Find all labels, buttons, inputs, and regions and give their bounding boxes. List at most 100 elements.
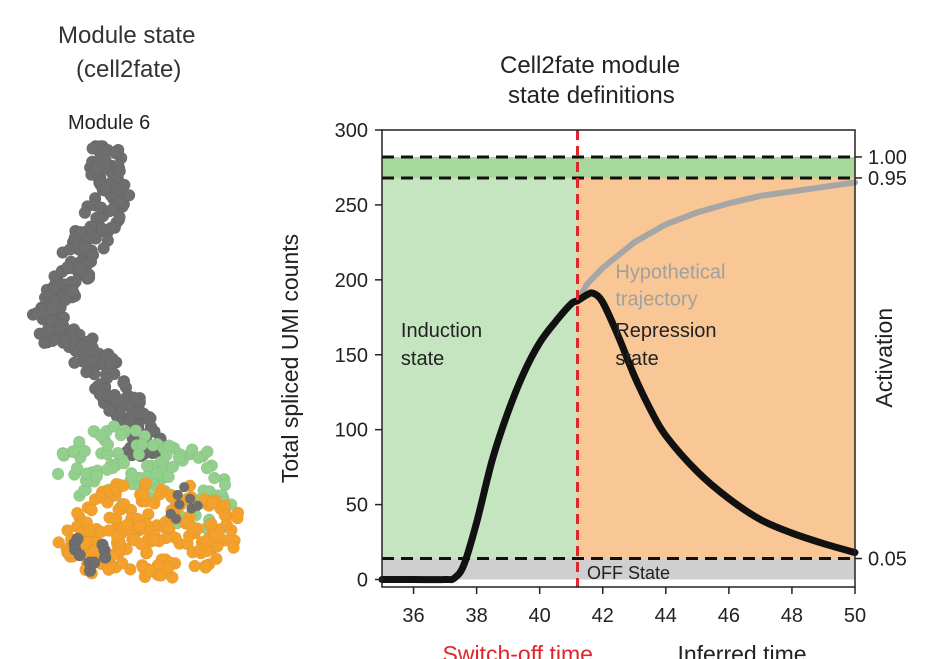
cell-point bbox=[140, 546, 154, 560]
cell-point bbox=[201, 445, 214, 458]
cell-point bbox=[56, 447, 70, 461]
cell-point bbox=[200, 461, 214, 475]
cell-point bbox=[51, 467, 65, 481]
cell-point bbox=[74, 262, 88, 276]
cell-point bbox=[105, 203, 118, 217]
y-tick-label: 150 bbox=[335, 345, 368, 367]
off-state-label: OFF State bbox=[587, 563, 670, 583]
induction-label-line2: state bbox=[401, 348, 444, 370]
cell-point bbox=[184, 493, 196, 504]
cell-point bbox=[71, 532, 84, 546]
cell-point bbox=[68, 356, 81, 370]
cell-point bbox=[73, 548, 87, 562]
cell-point bbox=[117, 456, 131, 470]
cell-point bbox=[52, 536, 65, 549]
hypothetical-trajectory-layer bbox=[574, 179, 858, 304]
x-tick-label: 40 bbox=[529, 605, 551, 627]
right-tick-label: 1.00 bbox=[868, 147, 907, 169]
umap-scatter bbox=[26, 139, 245, 584]
cell-point bbox=[185, 443, 199, 456]
right-tick-label: 0.05 bbox=[868, 549, 907, 571]
cell-point bbox=[75, 339, 89, 353]
cell-point bbox=[140, 459, 154, 473]
x-axis-label: Inferred time bbox=[677, 641, 806, 659]
cell-point bbox=[78, 206, 92, 219]
cell-point bbox=[209, 530, 222, 544]
cell-point bbox=[227, 541, 240, 554]
cell-point bbox=[218, 478, 232, 492]
cell-point bbox=[192, 500, 203, 511]
cell-point bbox=[98, 551, 112, 564]
cell-point bbox=[193, 543, 207, 557]
chart-title-line2: state definitions bbox=[508, 82, 675, 109]
cell-point bbox=[122, 189, 136, 202]
cell-point bbox=[74, 226, 88, 240]
cell-point bbox=[137, 407, 150, 420]
cell-point bbox=[70, 461, 84, 475]
cell-point bbox=[83, 524, 96, 538]
cell-point bbox=[53, 322, 67, 335]
cell-point bbox=[102, 524, 116, 537]
x-tick-label: 48 bbox=[781, 605, 803, 627]
y-tick-label: 0 bbox=[357, 570, 368, 592]
cell-point bbox=[100, 181, 113, 195]
cell-point bbox=[93, 387, 107, 400]
cell-point bbox=[88, 493, 102, 506]
cell-point bbox=[117, 498, 131, 511]
cell-point bbox=[172, 489, 183, 501]
cell-point bbox=[206, 496, 219, 509]
threshold-lines bbox=[382, 130, 855, 587]
cell-point bbox=[103, 351, 117, 365]
cell-point bbox=[90, 469, 104, 483]
plot-frame bbox=[381, 129, 856, 588]
x-tick-label: 42 bbox=[592, 605, 614, 627]
left-panel-title-line2: (cell2fate) bbox=[76, 56, 182, 83]
cell-point bbox=[38, 336, 51, 350]
cell-point bbox=[97, 242, 110, 255]
state-regions bbox=[382, 156, 855, 580]
cell-point bbox=[208, 471, 221, 485]
y2-axis-label: Activation bbox=[871, 308, 897, 408]
induction-label-line1: Induction bbox=[401, 320, 482, 342]
region-full-activation-band bbox=[382, 156, 855, 178]
cell-point bbox=[78, 240, 92, 254]
hypothetical-trajectory-line bbox=[574, 179, 858, 304]
cell-point bbox=[107, 420, 121, 433]
cell-point bbox=[91, 163, 105, 177]
chart-annotations: Total spliced UMI counts Activation Inferr… bbox=[277, 234, 897, 659]
cell-point bbox=[100, 463, 114, 477]
repression-label-line2: state bbox=[615, 348, 658, 370]
hypothetical-label-line1: Hypothetical bbox=[615, 261, 725, 283]
y-tick-label: 100 bbox=[335, 420, 368, 442]
left-panel-title-line1: Module state bbox=[58, 22, 196, 49]
cell-point bbox=[120, 518, 134, 532]
x-tick-label: 46 bbox=[718, 605, 740, 627]
cell-point bbox=[71, 506, 84, 520]
cell-point bbox=[162, 439, 176, 452]
y-axis-label: Total spliced UMI counts bbox=[277, 234, 303, 483]
cell-point bbox=[82, 271, 96, 285]
cell-point bbox=[148, 497, 161, 510]
cell-point bbox=[80, 467, 93, 480]
cell-point bbox=[110, 530, 124, 543]
cell-point bbox=[129, 424, 143, 437]
observed-trajectory-layer bbox=[378, 289, 859, 584]
region-induction-state bbox=[382, 177, 578, 559]
cell-point bbox=[147, 533, 161, 547]
cell-point bbox=[161, 561, 175, 575]
cell-point bbox=[72, 435, 86, 449]
repression-label-line1: Repression bbox=[615, 320, 716, 342]
observed-trajectory-line bbox=[378, 289, 859, 584]
cell-point bbox=[188, 559, 201, 573]
cell-point bbox=[66, 285, 79, 298]
x-tick-label: 50 bbox=[844, 605, 866, 627]
cell-point bbox=[116, 479, 130, 492]
cell-point bbox=[150, 467, 164, 480]
cell-point bbox=[113, 211, 126, 224]
cell-point bbox=[199, 561, 212, 574]
cell-point bbox=[205, 517, 218, 531]
cell-point bbox=[86, 142, 99, 155]
cell-point bbox=[133, 520, 147, 533]
x-tick-label: 38 bbox=[465, 605, 487, 627]
